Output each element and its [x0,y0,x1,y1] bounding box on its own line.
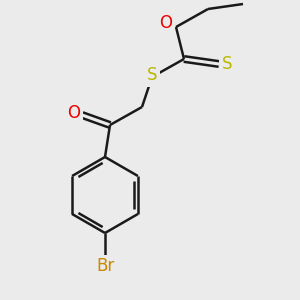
Text: Br: Br [96,257,114,275]
Text: S: S [222,55,232,73]
Text: S: S [147,66,157,84]
Text: O: O [160,14,172,32]
Text: O: O [68,104,80,122]
